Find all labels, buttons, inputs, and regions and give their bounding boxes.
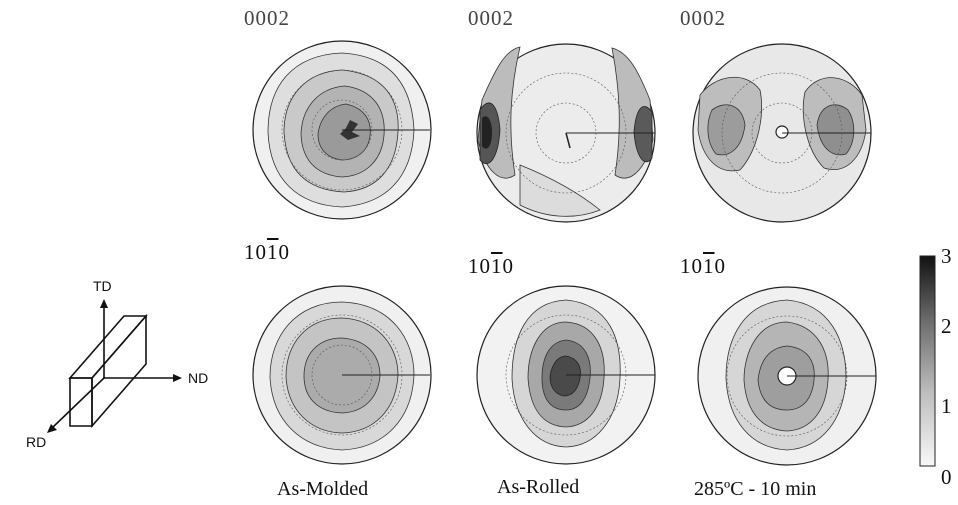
plane-label-0002-molded: 0002 (244, 6, 290, 30)
plane-index-suffix: 0 (714, 254, 726, 278)
plane-label-1010-annealed: 1010 (680, 254, 726, 279)
plane-index-prefix: 10 (468, 254, 491, 278)
sample-axes-diagram (47, 299, 182, 433)
plane-index-bar: 1 (267, 240, 279, 264)
plane-index-suffix: 0 (502, 254, 514, 278)
plane-label-1010-molded: 1010 (244, 240, 290, 265)
pole-figure-asmolded-1010 (252, 285, 432, 465)
td-axis-label: TD (93, 278, 112, 294)
pole-figure-annealed-0002 (692, 43, 872, 223)
plane-index-bar: 1 (703, 254, 715, 278)
colorbar-label-0: 0 (941, 465, 952, 489)
nd-axis-label: ND (188, 370, 209, 386)
sample-box-front (69, 377, 93, 427)
condition-label-as-rolled: As-Rolled (497, 476, 580, 498)
rd-axis-arrow (51, 377, 105, 429)
plane-label-1010-rolled: 1010 (468, 254, 514, 279)
colorbar-label-3: 3 (941, 244, 952, 268)
sample-box-top (68, 315, 148, 379)
plane-label-0002-rolled: 0002 (468, 6, 514, 30)
colorbar-label-1: 1 (941, 394, 952, 418)
plane-index-prefix: 10 (680, 254, 703, 278)
plane-index-prefix: 10 (244, 240, 267, 264)
colorbar (919, 255, 936, 467)
colorbar-label-2: 2 (941, 314, 952, 338)
condition-label-as-molded: As-Molded (277, 478, 369, 500)
plane-label-0002-annealed: 0002 (680, 6, 726, 30)
pole-figure-annealed-1010 (697, 286, 877, 466)
condition-label-annealed: 285ºC - 10 min (694, 478, 817, 500)
pole-figure-asmolded-0002 (252, 40, 432, 220)
pole-figure-asrolled-1010 (476, 285, 656, 465)
pole-figure-asrolled-0002 (476, 43, 656, 223)
rd-axis-label: RD (26, 434, 47, 450)
sample-box-side (91, 313, 147, 429)
plane-index-suffix: 0 (278, 240, 290, 264)
plane-index-bar: 1 (491, 254, 503, 278)
